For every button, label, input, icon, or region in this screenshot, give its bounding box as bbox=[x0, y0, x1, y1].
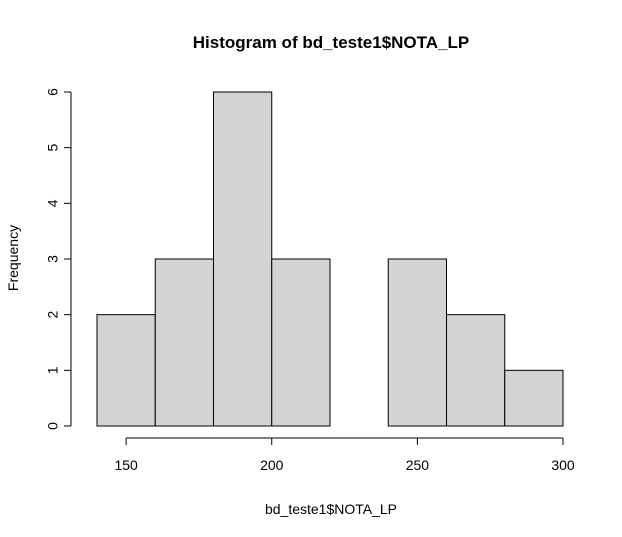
y-tick-label-1: 1 bbox=[45, 366, 61, 374]
histogram-bar-6 bbox=[446, 314, 506, 427]
y-tick-label-3: 3 bbox=[45, 255, 61, 263]
x-tick-label-300: 300 bbox=[551, 457, 575, 473]
histogram-bar-7 bbox=[504, 369, 564, 427]
x-tick-label-200: 200 bbox=[260, 457, 284, 473]
histogram-bar-0 bbox=[96, 314, 156, 427]
x-tick-label-150: 150 bbox=[114, 457, 138, 473]
chart-title: Histogram of bd_teste1$NOTA_LP bbox=[193, 33, 469, 52]
histogram-bar-2 bbox=[213, 91, 273, 427]
histogram-bar-5 bbox=[387, 258, 447, 427]
histogram-bar-3 bbox=[271, 258, 331, 427]
x-tick-label-250: 250 bbox=[406, 457, 430, 473]
histogram-bar-1 bbox=[154, 258, 214, 427]
y-axis-label: Frequency bbox=[5, 225, 21, 291]
y-tick-label-0: 0 bbox=[45, 422, 61, 430]
y-tick-label-6: 6 bbox=[45, 88, 61, 96]
y-tick-label-5: 5 bbox=[45, 144, 61, 152]
y-axis: 0 1 2 3 4 5 6 bbox=[45, 88, 72, 430]
histogram-bars bbox=[96, 91, 564, 427]
y-tick-label-4: 4 bbox=[45, 199, 61, 207]
x-axis: 150 200 250 300 bbox=[114, 437, 575, 473]
y-tick-label-2: 2 bbox=[45, 311, 61, 319]
x-axis-label: bd_teste1$NOTA_LP bbox=[265, 501, 397, 517]
